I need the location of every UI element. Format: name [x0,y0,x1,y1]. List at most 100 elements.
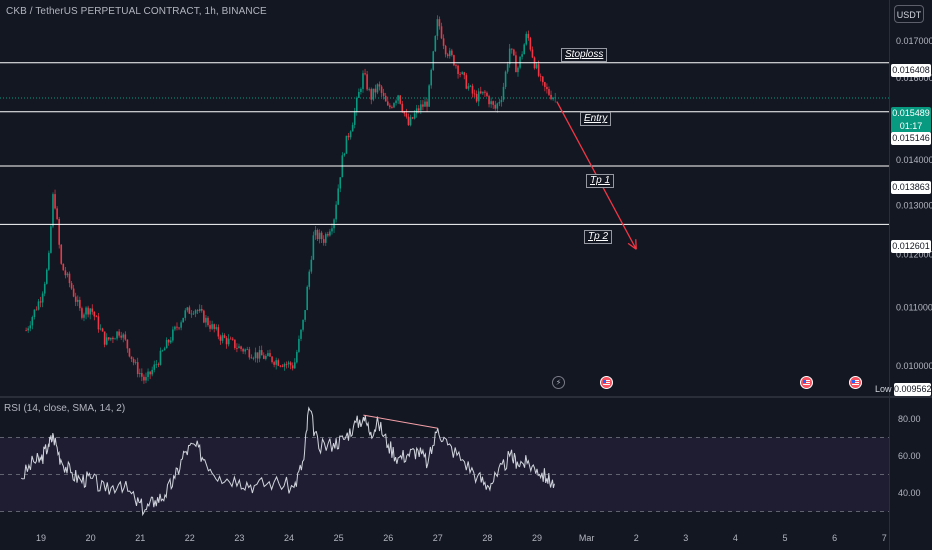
tp1-label[interactable]: Tp 1 [586,174,615,188]
candle-body [529,38,532,50]
candle-body [56,208,58,220]
candle-body [306,286,308,311]
candle-body [52,194,54,227]
candle-body [436,19,439,36]
candle-body [180,322,182,328]
candle-body [386,101,389,106]
current-price-value: 0.015489 [892,108,930,118]
candle-body [368,89,370,90]
candle-body [523,44,525,55]
stoploss-label[interactable]: Stoploss [561,48,608,62]
candle-body [89,308,91,315]
candle-body [136,362,139,375]
rsi-scale: 80.00 60.00 40.00 [898,414,921,498]
time-label: 19 [36,533,46,543]
entry-price-tag: 0.015146 [891,132,931,145]
candle-body [513,49,515,56]
candle-body [391,107,393,109]
candle-body [186,307,189,311]
currency-button[interactable]: USDT [894,5,924,23]
candle-body [331,228,333,232]
candle-body [362,73,364,89]
candle-body [95,316,98,318]
time-label: 4 [733,533,738,543]
tp2-label[interactable]: Tp 2 [584,230,613,244]
entry-label[interactable]: Entry [580,112,612,126]
candle-body [296,351,298,363]
candle-body [283,364,286,367]
candle-body [333,219,335,229]
candle-body [188,307,191,314]
price-scale: 0.017000 0.016000 0.014000 0.013000 0.012000… [896,36,932,371]
rsi-header: RSI (14, close, SMA, 14, 2) [4,403,126,414]
candle-body [399,95,401,104]
candle-body [184,310,187,318]
candle-body [225,337,228,345]
candle-body [198,308,201,311]
candle-body [114,338,116,340]
candle-body [490,101,492,105]
candle-body [345,135,348,154]
candle-body [157,364,160,366]
candle-body [209,325,211,329]
candle-body [70,283,73,289]
us-flag-event-icon[interactable] [849,376,862,389]
candle-body [167,339,170,343]
candle-body [25,330,27,332]
candle-body [426,101,428,107]
candle-body [194,310,197,314]
candle-body [477,91,480,102]
candle-body [434,35,437,52]
candle-body [380,86,383,93]
candle-body [469,85,472,87]
candle-body [66,273,69,276]
candle-body [316,229,319,240]
candle-body [242,348,244,352]
candle-body [494,104,497,109]
candle-body [535,64,538,69]
candle-body [211,324,213,329]
candle-body [504,71,507,87]
candle-body [461,72,463,74]
candle-body [120,335,122,338]
candle-body [41,293,44,303]
candle-body [85,307,87,315]
candle-body [254,352,257,359]
candle-body [455,65,457,67]
candle-body [112,337,114,340]
candle-body [432,51,435,70]
rsi-tick-label: 80.00 [898,414,921,424]
candle-body [544,82,546,87]
rsi-band-fill [0,437,889,512]
candle-body [271,356,273,363]
candle-body [374,88,377,93]
candle-body [54,194,56,209]
low-price-tag: 0.009562 [894,383,932,396]
flash-event-icon[interactable]: ⚡ [552,376,565,389]
candle-body [285,364,288,365]
candle-body [327,234,329,236]
us-flag-event-icon[interactable] [800,376,813,389]
candle-body [409,117,412,126]
candle-body [182,317,184,323]
candle-body [308,271,311,287]
symbol-header: CKB / TetherUS PERPETUAL CONTRACT, 1h, B… [6,6,267,17]
us-flag-event-icon[interactable] [600,376,613,389]
candle-body [510,48,513,50]
current-price-tag: 0.015489 01:17 [891,107,931,133]
candle-body [515,55,517,73]
candle-body [420,104,422,111]
candle-body [366,74,368,90]
candle-body [145,377,147,381]
candle-body [128,348,131,357]
candle-body [465,75,468,89]
candle-body [289,362,292,366]
candle-body [329,231,331,236]
candle-body [81,308,83,318]
price-tick-label: 0.010000 [896,361,932,371]
time-label: 20 [86,533,96,543]
candle-body [451,50,453,56]
candle-body [304,310,306,320]
price-scale-border [889,0,890,550]
